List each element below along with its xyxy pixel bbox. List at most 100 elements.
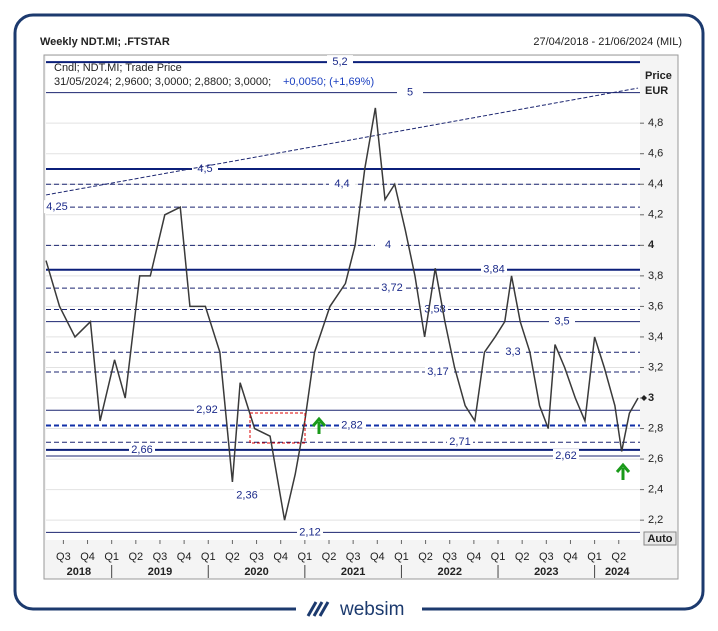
x-tick-label: Q2 (611, 551, 626, 563)
y-tick-label: 2,8 (648, 422, 663, 434)
y-tick-label: 4,2 (648, 209, 663, 221)
x-tick-label: Q3 (346, 551, 361, 563)
x-tick-label: Q4 (80, 551, 95, 563)
y-tick-label: 3 (648, 392, 654, 404)
y-tick-label: 3,4 (648, 331, 663, 343)
x-tick-label: Q1 (587, 551, 602, 563)
x-tick-label: Q4 (563, 551, 578, 563)
level-label: 3,72 (381, 282, 402, 294)
price-marker (641, 395, 647, 402)
level-label-bg (234, 488, 260, 502)
x-tick-label: Q1 (201, 551, 216, 563)
level-label-bg (379, 281, 405, 295)
year-label: 2023 (534, 566, 558, 578)
logo-mark (306, 601, 330, 617)
x-tick-label: Q4 (467, 551, 482, 563)
level-label-bg (375, 238, 401, 252)
x-tick-label: Q1 (104, 551, 119, 563)
y-tick-label: 3,2 (648, 361, 663, 373)
year-label: 2020 (244, 566, 268, 578)
level-label-bg (329, 177, 355, 191)
level-label-bg (129, 442, 155, 456)
level-label-bg (549, 314, 575, 328)
year-label: 2019 (148, 566, 172, 578)
info-change: +0,0050; (+1,69%) (283, 76, 374, 88)
x-tick-label: Q1 (394, 551, 409, 563)
x-tick-label: Q3 (442, 551, 457, 563)
x-tick-label: Q4 (273, 551, 288, 563)
plot-area (46, 56, 640, 540)
level-label: 4 (385, 239, 391, 251)
level-label: 2,62 (555, 450, 576, 462)
y-tick-label: 4,4 (648, 178, 663, 190)
level-label: 5,2 (332, 56, 347, 68)
year-label: 2018 (67, 566, 91, 578)
year-label: 2024 (605, 566, 630, 578)
level-label-bg (297, 525, 323, 539)
x-tick-label: Q3 (249, 551, 264, 563)
y-tick-label: 3,8 (648, 270, 663, 282)
x-tick-label: Q1 (298, 551, 313, 563)
y-tick-label: 2,6 (648, 453, 663, 465)
highlight-box (249, 412, 306, 444)
level-label-bg (397, 85, 423, 99)
x-tick-label: Q2 (225, 551, 240, 563)
level-label-bg (194, 403, 220, 417)
year-label: 2021 (341, 566, 365, 578)
level-label-bg (44, 200, 70, 214)
auto-button[interactable] (643, 531, 677, 546)
level-label: 2,66 (131, 444, 152, 456)
x-tick-label: Q3 (56, 551, 71, 563)
x-tick-label: Q2 (418, 551, 433, 563)
y-axis-label: Price (645, 70, 672, 82)
y-axis-unit: EUR (645, 85, 668, 97)
level-label: 4,4 (334, 178, 349, 190)
x-tick-label: Q1 (491, 551, 506, 563)
x-tick-label: Q4 (177, 551, 192, 563)
level-label: 3,17 (427, 366, 448, 378)
y-tick-label: 4,6 (648, 148, 663, 160)
x-tick-label: Q4 (370, 551, 385, 563)
auto-button-label[interactable]: Auto (647, 533, 672, 545)
x-tick-label: Q3 (539, 551, 554, 563)
level-label-bg (553, 449, 579, 463)
y-tick-label: 3,6 (648, 300, 663, 312)
plot: 2,22,42,62,833,23,43,63,844,24,44,64,8Q3… (44, 55, 663, 578)
trend-line (45, 87, 639, 196)
level-label-bg (447, 435, 473, 449)
level-label: 3,84 (483, 264, 504, 276)
y-tick-label: 4,8 (648, 117, 663, 129)
info-line: 31/05/2024; 2,9600; 3,0000; 2,8800; 3,00… (54, 76, 271, 88)
chart-title: Weekly NDT.MI; .FTSTAR (40, 36, 170, 48)
level-label: 3,3 (505, 346, 520, 358)
y-tick-label: 2,2 (648, 514, 663, 526)
level-label: 4,5 (197, 163, 212, 175)
x-tick-label: Q2 (128, 551, 143, 563)
level-label-bg (425, 365, 451, 379)
level-label: 2,12 (299, 526, 320, 538)
level-label: 3,5 (554, 316, 569, 328)
date-range: 27/04/2018 - 21/06/2024 (MIL) (533, 36, 682, 48)
brand: websim (339, 599, 404, 620)
x-tick-label: Q2 (515, 551, 530, 563)
buy-arrow (615, 462, 631, 480)
level-label-bg (500, 345, 526, 359)
x-tick-label: Q3 (153, 551, 168, 563)
level-label-bg (481, 262, 507, 276)
y-tick-label: 2,4 (648, 484, 663, 496)
level-label: 2,82 (341, 419, 362, 431)
x-tick-label: Q2 (322, 551, 337, 563)
level-label-bg (339, 418, 365, 432)
price-line (45, 107, 639, 521)
y-tick-label: 4 (648, 239, 655, 251)
buy-arrow (311, 416, 327, 434)
level-label: 5 (407, 87, 413, 99)
info-line: Cndl; NDT.MI; Trade Price (54, 62, 182, 74)
year-label: 2022 (437, 566, 461, 578)
level-label: 2,36 (236, 490, 257, 502)
level-label-bg (327, 55, 353, 69)
level-label: 4,25 (46, 201, 67, 213)
level-label: 2,71 (449, 436, 470, 448)
